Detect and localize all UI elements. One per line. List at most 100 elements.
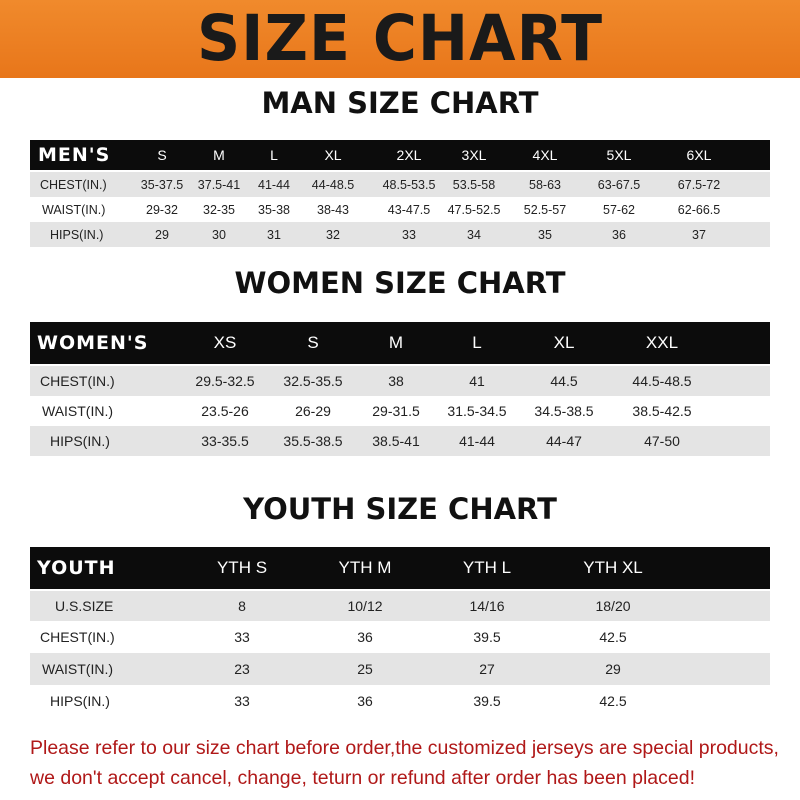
table-row: WAIST(IN.) 23 25 27 29 [30, 653, 770, 685]
size-header: M [213, 147, 225, 163]
table-cell: 34.5-38.5 [534, 403, 594, 419]
table-cell: 62-66.5 [677, 202, 721, 217]
table-cell: 35-37.5 [140, 177, 184, 192]
row-label: WAIST(IN.) [42, 661, 114, 677]
table-cell: 23 [234, 661, 250, 677]
table-cell: 41 [469, 373, 485, 389]
table-row: HIPS(IN.) 33 36 39.5 42.5 [30, 685, 770, 717]
size-header: YTH S [216, 558, 268, 577]
table-cell: 57-62 [603, 202, 635, 217]
table-cell: 47-50 [644, 433, 680, 449]
table-cell: 36 [357, 693, 373, 709]
table-row: CHEST(IN.) 35-37.5 37.5-41 41-44 44-48.5 48.5… [30, 172, 770, 197]
table-cell: 33-35.5 [201, 433, 249, 449]
table-cell: 35.5-38.5 [283, 433, 343, 449]
table-cell: 41-44 [258, 177, 290, 192]
men-chart-title: MAN SIZE CHART [261, 86, 539, 120]
size-header: S [307, 333, 319, 352]
header-label: MEN'S [38, 144, 111, 166]
table-cell: 44-48.5 [311, 177, 355, 192]
table-cell: 31.5-34.5 [447, 403, 507, 419]
table-cell: 18/20 [595, 598, 631, 614]
table-cell: 31 [267, 227, 281, 242]
table-cell: 42.5 [599, 693, 627, 709]
table-cell: 29-31.5 [372, 403, 420, 419]
table-cell: 43-47.5 [387, 202, 431, 217]
row-label: CHEST(IN.) [40, 373, 115, 389]
table-row: WAIST(IN.) 23.5-26 26-29 29-31.5 31.5-34.5 34… [30, 396, 770, 426]
size-header: 4XL [532, 147, 558, 163]
table-cell: 33 [402, 227, 416, 242]
table-cell: 42.5 [599, 629, 627, 645]
size-header: 6XL [686, 147, 712, 163]
table-cell: 27 [479, 661, 495, 677]
table-cell: 33 [234, 693, 250, 709]
table-cell: 36 [612, 227, 626, 242]
size-header: XL [324, 147, 342, 163]
size-header: 3XL [461, 147, 487, 163]
table-cell: 14/16 [469, 598, 505, 614]
table-row: HIPS(IN.) 29 30 31 32 33 34 35 36 37 [30, 222, 770, 247]
table-cell: 29 [155, 227, 169, 242]
table-cell: 37 [692, 227, 706, 242]
row-label: CHEST(IN.) [40, 177, 107, 192]
row-label: WAIST(IN.) [42, 403, 114, 419]
table-cell: 48.5-53.5 [382, 177, 436, 192]
header-label: WOMEN'S [37, 332, 149, 354]
size-header: XL [553, 333, 575, 352]
table-row: HIPS(IN.) 33-35.5 35.5-38.5 38.5-41 41-44 44-… [30, 426, 770, 456]
table-row: U.S.SIZE 8 10/12 14/16 18/20 [30, 591, 770, 621]
table-cell: 36 [357, 629, 373, 645]
table-cell: 44-47 [546, 433, 582, 449]
table-cell: 58-63 [529, 177, 561, 192]
table-cell: 34 [467, 227, 481, 242]
header-label: YOUTH [37, 557, 116, 579]
table-row: CHEST(IN.) 29.5-32.5 32.5-35.5 38 41 44.5 44.5… [30, 366, 770, 396]
table-cell: 32 [326, 227, 340, 242]
table-cell: 52.5-57 [523, 202, 567, 217]
table-cell: 32.5-35.5 [283, 373, 343, 389]
size-header: S [157, 147, 167, 163]
size-header: M [388, 333, 404, 352]
size-header: XXL [645, 333, 679, 352]
table-cell: 33 [234, 629, 250, 645]
table-cell: 30 [212, 227, 226, 242]
table-cell: 39.5 [473, 629, 501, 645]
notice-line-1: Please refer to our size chart before or… [30, 737, 779, 759]
table-cell: 26-29 [295, 403, 331, 419]
size-header: L [270, 147, 278, 163]
table-cell: 29 [605, 661, 621, 677]
size-header: 5XL [606, 147, 632, 163]
size-header: YTH XL [583, 558, 643, 577]
table-cell: 8 [238, 598, 246, 614]
notice-line-2: we don't accept cancel, change, teturn o… [30, 767, 695, 789]
table-cell: 29-32 [146, 202, 178, 217]
row-label: WAIST(IN.) [42, 202, 106, 217]
size-header: XS [213, 333, 237, 352]
table-cell: 53.5-58 [452, 177, 496, 192]
table-cell: 38.5-42.5 [632, 403, 692, 419]
row-label: HIPS(IN.) [50, 227, 104, 242]
table-cell: 63-67.5 [597, 177, 641, 192]
size-header: YTH M [338, 558, 392, 577]
women-chart-title: WOMEN SIZE CHART [234, 266, 566, 300]
table-row: WAIST(IN.) 29-32 32-35 35-38 38-43 43-47.5 47.… [30, 197, 770, 222]
table-cell: 32-35 [203, 202, 235, 217]
table-cell: 47.5-52.5 [447, 202, 501, 217]
table-header-row: MEN'S S M L XL 2XL 3XL 4XL 5XL 6XL [30, 140, 770, 170]
row-label: HIPS(IN.) [50, 693, 110, 709]
table-row: CHEST(IN.) 33 36 39.5 42.5 [30, 621, 770, 653]
banner: SIZE CHART [0, 0, 800, 78]
banner-title: SIZE CHART [196, 2, 604, 76]
table-cell: 35-38 [258, 202, 290, 217]
row-label: HIPS(IN.) [50, 433, 110, 449]
size-header: L [472, 333, 482, 352]
table-cell: 29.5-32.5 [195, 373, 255, 389]
table-header-row: YOUTH YTH S YTH M YTH L YTH XL [30, 547, 770, 589]
table-cell: 25 [357, 661, 373, 677]
table-cell: 39.5 [473, 693, 501, 709]
table-cell: 38.5-41 [372, 433, 420, 449]
table-cell: 23.5-26 [201, 403, 249, 419]
table-cell: 10/12 [347, 598, 383, 614]
table-cell: 37.5-41 [197, 177, 241, 192]
